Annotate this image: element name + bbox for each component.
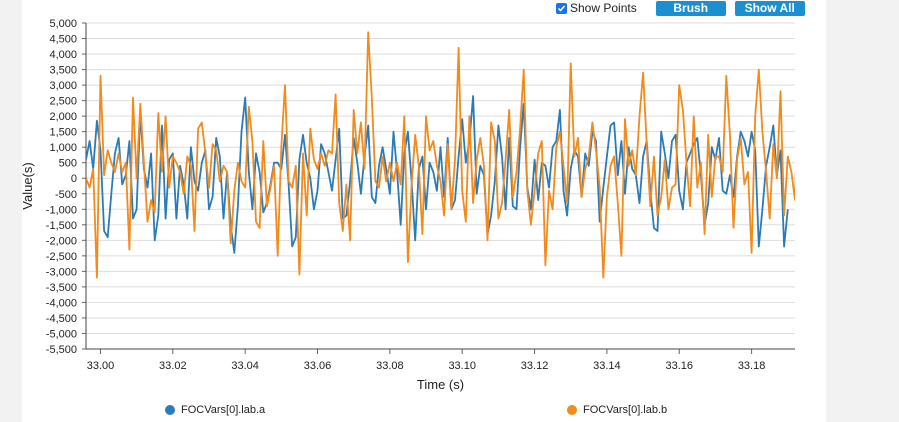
- y-tick-label: 2,500: [49, 96, 77, 108]
- series-layer: [86, 31, 795, 279]
- series-line-b: [86, 31, 795, 279]
- x-tick-label: 33.10: [448, 360, 476, 372]
- show-points-checkbox[interactable]: [556, 2, 567, 14]
- y-tick-label: -4,000: [46, 297, 77, 309]
- x-tick-label: 33.02: [159, 360, 187, 372]
- x-axis-title: Time (s): [417, 377, 464, 392]
- x-tick-label: 33.00: [87, 360, 115, 372]
- y-axis-title: Value(s): [20, 162, 35, 209]
- chart-toolbar: Show Points Brush Show All: [556, 0, 805, 16]
- legend-item-series-b[interactable]: FOCVars[0].lab.b: [567, 404, 667, 416]
- y-tick-label: -500: [55, 189, 77, 201]
- x-tick-label: 33.16: [665, 360, 693, 372]
- y-tick-label: -2,000: [46, 235, 77, 247]
- y-tick-label: 1,500: [49, 127, 77, 139]
- y-tick-label: -1,500: [46, 220, 77, 232]
- show-points-toggle[interactable]: Show Points: [556, 1, 637, 15]
- x-tick-label: 33.08: [376, 360, 404, 372]
- x-tick-label: 33.18: [738, 360, 766, 372]
- left-margin: [0, 0, 22, 422]
- legend-label: FOCVars[0].lab.b: [583, 404, 668, 416]
- y-tick-label: 4,000: [49, 49, 77, 61]
- series-line-a: [86, 95, 789, 254]
- checkmark-icon: [557, 4, 566, 12]
- y-tick-label: -5,000: [46, 328, 77, 340]
- y-tick-label: -1,000: [46, 204, 77, 216]
- x-tick-label: 33.14: [593, 360, 621, 372]
- y-tick-label: -5,500: [46, 344, 77, 356]
- y-tick-label: -4,500: [46, 313, 77, 325]
- legend-label: FOCVars[0].lab.a: [181, 404, 266, 416]
- axes: 5,000 4,500 4,000 3,500 3,000 2,500 2,000 1,500…: [46, 18, 795, 372]
- y-tick-label: 3,000: [49, 80, 77, 92]
- show-all-button[interactable]: Show All: [734, 0, 805, 16]
- y-tick-label: -3,500: [46, 282, 77, 294]
- x-tick-label: 33.12: [521, 360, 549, 372]
- y-tick-label: -2,500: [46, 251, 77, 263]
- legend-marker-icon: [165, 405, 175, 415]
- x-tick-label: 33.06: [304, 360, 332, 372]
- y-tick-label: 3,500: [49, 65, 77, 77]
- show-points-label: Show Points: [570, 1, 637, 15]
- y-tick-label: 5,000: [49, 18, 77, 30]
- y-tick-label: 0: [71, 173, 77, 185]
- right-margin: [826, 0, 899, 422]
- y-tick-label: 4,500: [49, 34, 77, 46]
- legend-marker-icon: [567, 405, 577, 415]
- y-tick-label: 500: [59, 158, 77, 170]
- brush-button[interactable]: Brush: [655, 0, 726, 16]
- y-tick-label: 1,000: [49, 142, 77, 154]
- y-tick-label: 2,000: [49, 111, 77, 123]
- x-tick-label: 33.04: [231, 360, 259, 372]
- legend-item-series-a[interactable]: FOCVars[0].lab.a: [165, 404, 265, 416]
- y-tick-label: -3,000: [46, 266, 77, 278]
